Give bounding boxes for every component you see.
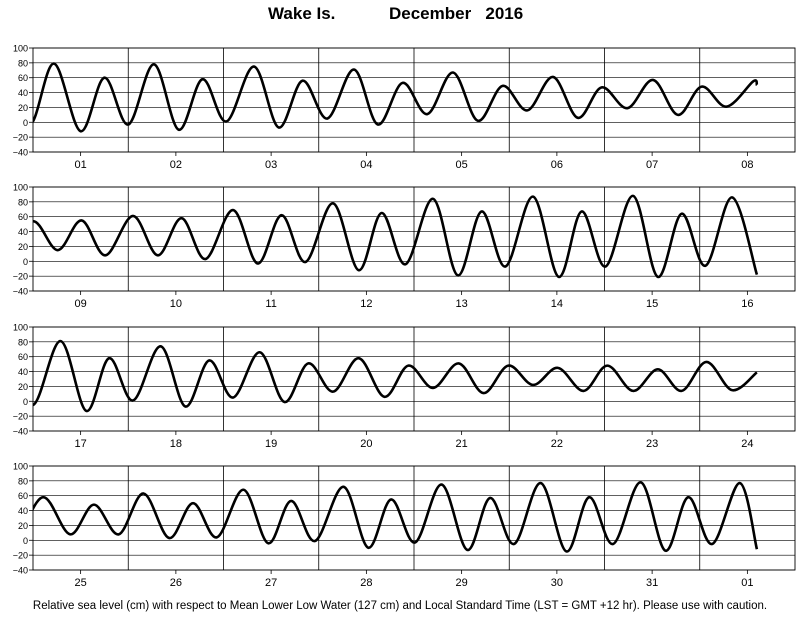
- y-tick-label: 0: [23, 257, 28, 267]
- panel-frame: [32, 186, 796, 292]
- tide-line: [33, 62, 759, 133]
- y-tick-label: −40: [13, 566, 28, 576]
- day-label: 08: [741, 159, 753, 171]
- y-tick-label: −40: [13, 427, 28, 437]
- y-tick-label: 100: [13, 462, 28, 472]
- day-label: 21: [456, 438, 468, 450]
- y-tick-label: 20: [18, 382, 28, 392]
- day-label: 01: [75, 159, 87, 171]
- y-tick-label: 100: [13, 44, 28, 54]
- day-label: 26: [170, 577, 182, 589]
- day-label: 12: [360, 298, 372, 310]
- y-tick-label: 0: [23, 397, 28, 407]
- y-tick-label: 20: [18, 521, 28, 531]
- y-tick-label: −20: [13, 412, 28, 422]
- day-label: 14: [551, 298, 563, 310]
- day-label: 07: [646, 159, 658, 171]
- month-year: December 2016: [389, 4, 524, 23]
- day-label: 30: [551, 577, 563, 589]
- y-tick-label: 40: [18, 367, 28, 377]
- y-tick-label: 60: [18, 73, 28, 83]
- day-label: 03: [265, 159, 277, 171]
- y-tick-label: 0: [23, 118, 28, 128]
- day-label: 24: [741, 438, 753, 450]
- panel-frame: [32, 47, 796, 153]
- day-label: 17: [75, 438, 87, 450]
- tide-line: [33, 481, 759, 553]
- day-label: 04: [360, 159, 372, 171]
- chart-title: Wake Is. December 2016: [0, 4, 800, 28]
- y-tick-label: −20: [13, 133, 28, 143]
- y-tick-label: 20: [18, 103, 28, 113]
- y-tick-label: 40: [18, 506, 28, 516]
- day-label: 01: [741, 577, 753, 589]
- panel-frame: [32, 326, 796, 432]
- panel-frame: [32, 465, 796, 571]
- y-tick-label: 40: [18, 88, 28, 98]
- y-tick-label: 80: [18, 337, 28, 347]
- day-label: 31: [646, 577, 658, 589]
- y-tick-label: 100: [13, 183, 28, 193]
- tide-line: [33, 339, 758, 413]
- y-tick-label: 80: [18, 58, 28, 68]
- day-label: 20: [360, 438, 372, 450]
- day-label: 11: [265, 298, 276, 310]
- y-tick-label: 20: [18, 242, 28, 252]
- day-label: 18: [170, 438, 182, 450]
- day-label: 27: [265, 577, 277, 589]
- y-tick-label: 60: [18, 212, 28, 222]
- day-label: 16: [741, 298, 753, 310]
- y-tick-label: 60: [18, 352, 28, 362]
- day-label: 23: [646, 438, 658, 450]
- day-label: 28: [360, 577, 372, 589]
- y-tick-label: −20: [13, 272, 28, 282]
- y-tick-label: −20: [13, 551, 28, 561]
- y-tick-label: 0: [23, 536, 28, 546]
- y-tick-label: −40: [13, 148, 28, 158]
- day-label: 05: [456, 159, 468, 171]
- day-label: 25: [75, 577, 87, 589]
- day-label: 09: [75, 298, 87, 310]
- y-tick-label: 80: [18, 476, 28, 486]
- day-label: 15: [646, 298, 658, 310]
- day-label: 06: [551, 159, 563, 171]
- y-tick-label: −40: [13, 287, 28, 297]
- day-label: 22: [551, 438, 563, 450]
- day-label: 19: [265, 438, 277, 450]
- day-label: 02: [170, 159, 182, 171]
- footer-note: Relative sea level (cm) with respect to …: [32, 600, 768, 612]
- y-tick-label: 60: [18, 491, 28, 501]
- day-label: 29: [456, 577, 468, 589]
- tide-line: [33, 194, 759, 279]
- day-label: 10: [170, 298, 182, 310]
- y-tick-label: 100: [13, 323, 28, 333]
- station-name: Wake Is.: [268, 4, 336, 23]
- day-label: 13: [456, 298, 468, 310]
- y-tick-label: 40: [18, 227, 28, 237]
- y-tick-label: 80: [18, 197, 28, 207]
